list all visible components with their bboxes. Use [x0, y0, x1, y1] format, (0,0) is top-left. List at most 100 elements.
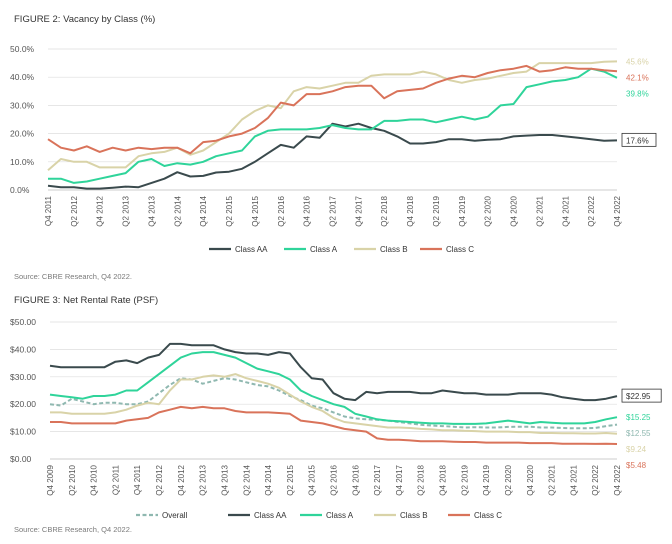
- callout-label-class-a: 39.8%: [626, 89, 649, 98]
- callout-label-class-b: $9.24: [626, 445, 647, 454]
- x-tick-label: Q4 2012: [96, 195, 105, 226]
- legend-label-class-aa: Class AA: [254, 511, 287, 520]
- series-line-class-c: [50, 405, 618, 445]
- x-tick-label: Q4 2012: [177, 464, 186, 495]
- legend-label-class-a: Class A: [310, 245, 338, 254]
- series-line-class-aa: [47, 122, 618, 190]
- x-tick-label: Q2 2015: [225, 195, 234, 226]
- legend-label-class-c: Class C: [474, 511, 502, 520]
- x-tick-label: Q2 2012: [70, 195, 79, 226]
- legend-label-class-a: Class A: [326, 511, 354, 520]
- x-tick-label: Q2 2015: [286, 464, 295, 495]
- y-tick-label: $30.00: [10, 372, 36, 382]
- x-tick-label: Q2 2021: [535, 195, 544, 226]
- x-tick-label: Q2 2014: [173, 195, 182, 226]
- callout-box-class-c: [622, 70, 656, 84]
- callout-box-class-b: [622, 442, 656, 456]
- series-line-class-b: [50, 373, 618, 435]
- x-tick-label: Q2 2022: [587, 195, 596, 226]
- x-tick-label: Q2 2019: [460, 464, 469, 495]
- x-tick-label: Q2 2018: [380, 195, 389, 226]
- x-tick-label: Q4 2009: [46, 464, 55, 495]
- series-line-class-c: [47, 64, 618, 155]
- x-tick-label: Q4 2014: [264, 464, 273, 495]
- x-tick-label: Q2 2020: [504, 464, 513, 495]
- callout-label-class-aa: 17.6%: [626, 136, 649, 145]
- x-tick-label: Q2 2018: [417, 464, 426, 495]
- y-tick-label: 50.0%: [10, 44, 35, 54]
- x-tick-label: Q4 2017: [395, 464, 404, 495]
- x-tick-label: Q4 2015: [251, 195, 260, 226]
- callout-box-class-c: [622, 458, 656, 472]
- x-tick-label: Q4 2016: [351, 464, 360, 495]
- x-tick-label: Q4 2011: [133, 464, 142, 495]
- x-tick-label: Q4 2019: [482, 464, 491, 495]
- x-tick-label: Q2 2017: [373, 464, 382, 495]
- x-tick-label: Q4 2011: [44, 195, 53, 226]
- callout-label-class-b: 45.6%: [626, 57, 649, 66]
- y-tick-label: $0.00: [10, 454, 32, 464]
- y-tick-label: $10.00: [10, 427, 36, 437]
- x-tick-label: Q4 2016: [303, 195, 312, 226]
- x-tick-label: Q2 2017: [329, 195, 338, 226]
- y-tick-label: $20.00: [10, 399, 36, 409]
- x-tick-label: Q2 2013: [122, 195, 131, 226]
- x-tick-label: Q2 2011: [111, 464, 120, 495]
- x-tick-label: Q4 2021: [569, 464, 578, 495]
- x-tick-label: Q4 2022: [613, 195, 622, 226]
- x-tick-label: Q2 2010: [68, 464, 77, 495]
- legend-label-overall: Overall: [162, 511, 188, 520]
- rental-rate-chart: $0.00 $10.00 $20.00 $30.00 $40.00 $50.00 Q4 20…: [10, 317, 662, 520]
- series-line-overall: [49, 377, 618, 430]
- series-line-class-a: [49, 351, 618, 425]
- callout-label-overall: $12.55: [626, 429, 651, 438]
- y-tick-label: 20.0%: [10, 129, 35, 139]
- figure-2-title: FIGURE 2: Vacancy by Class (%): [14, 14, 156, 25]
- x-tick-label: Q2 2019: [432, 195, 441, 226]
- x-tick-label: Q4 2017: [354, 195, 363, 226]
- callout-label-class-c: $5.48: [626, 461, 647, 470]
- y-tick-label: 30.0%: [10, 100, 35, 110]
- x-tick-label: Q2 2020: [484, 195, 493, 226]
- callout-label-class-c: 42.1%: [626, 73, 649, 82]
- callout-box-class-a: [622, 86, 656, 100]
- x-tick-label: Q4 2018: [406, 195, 415, 226]
- legend-label-class-aa: Class AA: [235, 245, 268, 254]
- x-tick-label: Q4 2021: [561, 195, 570, 226]
- x-tick-label: Q2 2022: [591, 464, 600, 495]
- x-tick-label: Q2 2021: [548, 464, 557, 495]
- figure-3-title: FIGURE 3: Net Rental Rate (PSF): [14, 295, 159, 306]
- y-tick-label: 40.0%: [10, 72, 35, 82]
- x-tick-label: Q4 2013: [220, 464, 229, 495]
- y-tick-label: $40.00: [10, 344, 36, 354]
- series-line-class-a: [48, 67, 618, 184]
- x-tick-label: Q4 2022: [613, 464, 622, 495]
- x-tick-label: Q4 2014: [199, 195, 208, 226]
- callout-label-class-aa: $22.95: [626, 392, 651, 401]
- callout-box-class-aa: [621, 388, 662, 403]
- x-tick-label: Q2 2016: [330, 464, 339, 495]
- series-line-class-aa: [49, 342, 618, 402]
- callout-box-class-a: [622, 410, 662, 424]
- x-tick-label: Q4 2013: [147, 195, 156, 226]
- x-tick-label: Q4 2019: [458, 195, 467, 226]
- callout-box-class-b: [622, 54, 656, 68]
- callout-box-overall: [622, 426, 662, 440]
- x-tick-label: Q2 2014: [242, 464, 251, 495]
- x-tick-label: Q4 2020: [526, 464, 535, 495]
- x-tick-label: Q2 2013: [199, 464, 208, 495]
- figure-2-source: Source: CBRE Research, Q4 2022.: [14, 272, 132, 281]
- x-tick-label: Q4 2010: [90, 464, 99, 495]
- legend-label-class-b: Class B: [400, 511, 428, 520]
- vacancy-chart: 0.0% 10.0% 20.0% 30.0% 40.0% 50.0% Q4 2011 Q2 2…: [10, 44, 657, 254]
- x-tick-label: Q2 2012: [155, 464, 164, 495]
- figure-3-source: Source: CBRE Research, Q4 2022.: [14, 525, 132, 534]
- x-tick-label: Q4 2015: [308, 464, 317, 495]
- y-tick-label: 10.0%: [10, 157, 35, 167]
- callout-box-class-aa: [621, 132, 657, 147]
- x-tick-label: Q2 2016: [277, 195, 286, 226]
- x-tick-label: Q4 2020: [510, 195, 519, 226]
- callout-label-class-a: $15.25: [626, 413, 651, 422]
- x-tick-label: Q4 2018: [439, 464, 448, 495]
- y-tick-label: 0.0%: [10, 185, 30, 195]
